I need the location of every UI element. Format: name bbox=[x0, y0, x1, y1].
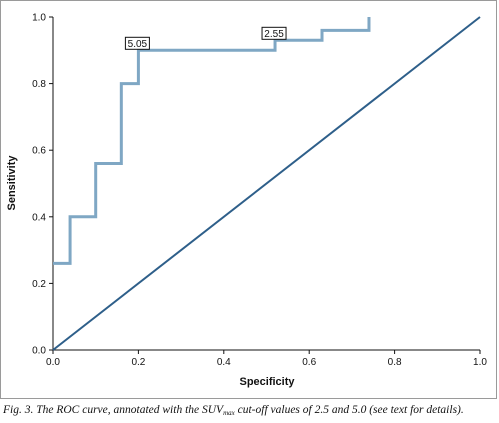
axes bbox=[52, 17, 480, 351]
annotation-label: 2.55 bbox=[264, 29, 284, 40]
x-tick-label: 0.6 bbox=[302, 357, 316, 368]
y-tick-label: 0.2 bbox=[32, 279, 46, 290]
annotations: 5.05 2.55 bbox=[124, 26, 287, 50]
y-ticks: 0.0 0.2 0.4 0.6 0.8 1.0 bbox=[32, 13, 53, 357]
series-layer bbox=[52, 16, 481, 351]
x-tick-label: 0.8 bbox=[388, 357, 402, 368]
annotation-box bbox=[124, 36, 150, 50]
caption-subscript: max bbox=[223, 409, 235, 417]
roc-chart: 0.0 0.2 0.4 0.6 0.8 1.0 0.0 0.2 0.4 0.6 0.8 1.0 5.… bbox=[6, 13, 487, 389]
x-tick-label: 1.0 bbox=[473, 357, 487, 368]
x-ticks: 0.0 0.2 0.4 0.6 0.8 1.0 bbox=[46, 350, 487, 368]
y-tick-label: 0.8 bbox=[32, 79, 46, 90]
x-tick-label: 0.0 bbox=[46, 357, 60, 368]
y-tick-label: 0.4 bbox=[32, 212, 46, 223]
annotation-label: 5.05 bbox=[128, 39, 148, 50]
caption-suffix: cut-off values of 2.5 and 5.0 (see text … bbox=[234, 404, 464, 416]
x-tick-label: 0.4 bbox=[217, 357, 231, 368]
roc-curve-line bbox=[53, 17, 371, 265]
y-tick-label: 0.6 bbox=[32, 146, 46, 157]
x-tick-label: 0.2 bbox=[131, 357, 145, 368]
figure-frame: 0.0 0.2 0.4 0.6 0.8 1.0 0.0 0.2 0.4 0.6 0.8 1.0 5.… bbox=[0, 0, 497, 399]
y-axis-label: Sensitivity bbox=[6, 155, 18, 211]
y-tick-label: 0.0 bbox=[32, 346, 46, 357]
reference-diagonal-line bbox=[52, 16, 481, 351]
x-axis-label: Specificity bbox=[239, 376, 295, 388]
caption-prefix: Fig. 3. The ROC curve, annotated with th… bbox=[3, 404, 224, 416]
y-tick-label: 1.0 bbox=[32, 13, 46, 24]
figure-caption: Fig. 3. The ROC curve, annotated with th… bbox=[3, 404, 497, 417]
annotation-box bbox=[261, 26, 287, 40]
